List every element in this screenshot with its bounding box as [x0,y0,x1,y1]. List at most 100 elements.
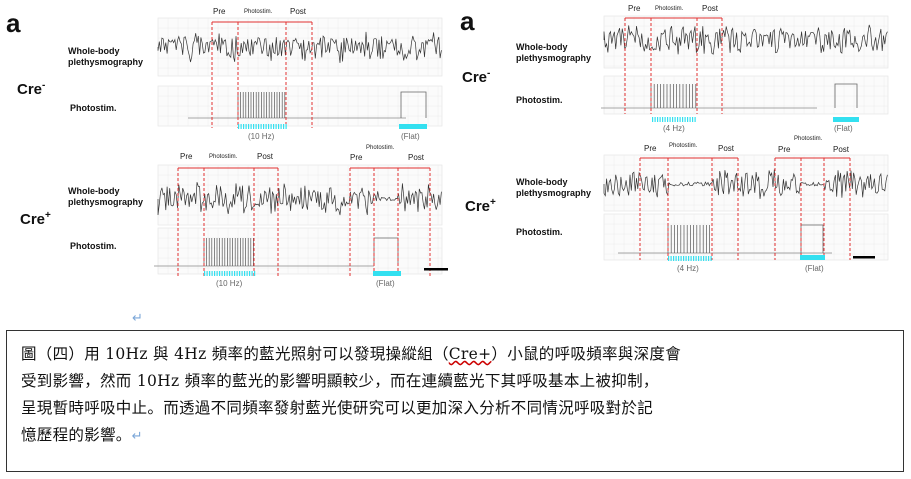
freq-label: (10 Hz) [248,132,275,141]
figure-caption: 圖（四）用 10Hz 與 4Hz 頻率的藍光照射可以發現操縱組（Cre+）小鼠的… [6,330,904,472]
caption-line: 圖（四）用 10Hz 與 4Hz 頻率的藍光照射可以發現操縱組（Cre+）小鼠的… [21,345,682,363]
cyan-pulse [667,117,669,122]
flat-label: (Flat) [376,279,395,288]
cyan-pulse [209,271,211,276]
cyan-pulse [260,124,262,129]
cyan-pulse [265,124,267,129]
cyan-pulse [240,124,242,129]
whole-body-label: Whole-body plethysmography [516,177,592,198]
phase-pre: Pre [213,7,226,16]
cyan-pulse [659,117,661,122]
cyan-pulse [673,256,675,261]
cyan-pulse [710,256,712,261]
freq-label: (10 Hz) [216,279,243,288]
whole-body-label: Whole-body plethysmography [516,42,592,63]
cyan-pulse [668,256,670,261]
cyan-pulse [255,124,257,129]
cyan-pulse [285,124,287,129]
cyan-pulse [278,124,280,129]
whole-body-label: Whole-body plethysmography [68,186,144,207]
cyan-pulse [231,271,233,276]
phase-post: Post [290,7,307,16]
phase-post-2: Post [833,145,850,154]
cyan-pulse [221,271,223,276]
cyan-pulse [216,271,218,276]
paragraph-mark-icon: ↵ [132,311,143,326]
cyan-pulse [690,256,692,261]
cyan-pulse [687,117,689,122]
phase-post: Post [257,152,274,161]
cyan-pulse [708,256,710,261]
scale-bar [424,268,448,271]
cyan-continuous [373,271,401,276]
cyan-pulse [234,271,236,276]
cyan-pulse [268,124,270,129]
cyan-pulse [229,271,231,276]
cyan-pulse [683,256,685,261]
breathing-trace [603,24,888,55]
cre-plus-label: Cre+ [465,197,496,215]
cyan-pulse [670,256,672,261]
phase-photostim-2: Photostim. [366,145,395,151]
flat-stim [373,237,399,266]
cyan-pulse [219,271,221,276]
cyan-pulse [206,271,208,276]
cre-minus-label: Cre- [17,80,46,98]
cyan-pulse [664,117,666,122]
caption-line: 受到影響，然而 10Hz 頻率的藍光的影響明顯較少，而在連續藍光下其呼吸基本上被… [21,372,659,390]
cyan-pulse [657,117,659,122]
cyan-pulse [695,256,697,261]
cyan-pulse [263,124,265,129]
cyan-pulse [239,271,241,276]
cyan-pulse [688,256,690,261]
cyan-continuous [399,124,427,129]
phase-photostim: Photostim. [209,154,238,160]
flat-stim [834,83,858,108]
phase-post: Post [718,144,735,153]
cyan-pulse [246,271,248,276]
cre-plus-label: Cre+ [20,210,51,228]
cyan-pulse [275,124,277,129]
panel-letter: a [6,8,21,38]
cyan-pulse [677,117,679,122]
cyan-pulse [674,117,676,122]
cyan-pulse [224,271,226,276]
cyan-pulse [692,117,694,122]
cyan-pulse [654,117,656,122]
cyan-pulse [703,256,705,261]
cyan-pulse [662,117,664,122]
phase-photostim: Photostim. [669,143,698,149]
cyan-pulse [698,256,700,261]
plethysmography-figure [154,15,889,276]
cyan-pulse [652,117,654,122]
freq-label: (4 Hz) [663,124,685,133]
phase-post-2: Post [408,153,425,162]
phase-pre-2: Pre [350,153,363,162]
photostim-label: Photostim. [516,227,563,237]
cyan-pulse [270,124,272,129]
cyan-pulse [236,271,238,276]
phase-photostim-2: Photostim. [794,136,823,142]
cyan-pulse [682,117,684,122]
cyan-pulse [680,256,682,261]
breathing-trace [603,169,888,199]
cre-minus-label: Cre- [462,68,491,86]
scale-bar [853,256,875,259]
phase-pre: Pre [644,144,657,153]
photostim-label: Photostim. [70,103,117,113]
cyan-pulse [241,271,243,276]
cyan-pulse [672,117,674,122]
photostim-label: Photostim. [70,241,117,251]
cyan-pulse [705,256,707,261]
cyan-pulse [251,271,253,276]
phase-photostim: Photostim. [244,9,273,15]
cyan-pulse [238,124,240,129]
caption-line: 憶歷程的影響。↵ [21,426,143,444]
stim-grid [603,213,889,261]
phase-pre: Pre [628,4,641,13]
cyan-pulse [243,124,245,129]
caption-line: 呈現暫時呼吸中止。而透過不同頻率發射藍光使研究可以更加深入分析不同情況呼吸對於記 [21,399,654,417]
cyan-pulse [280,124,282,129]
cyan-pulse [678,256,680,261]
cyan-pulse [249,271,251,276]
